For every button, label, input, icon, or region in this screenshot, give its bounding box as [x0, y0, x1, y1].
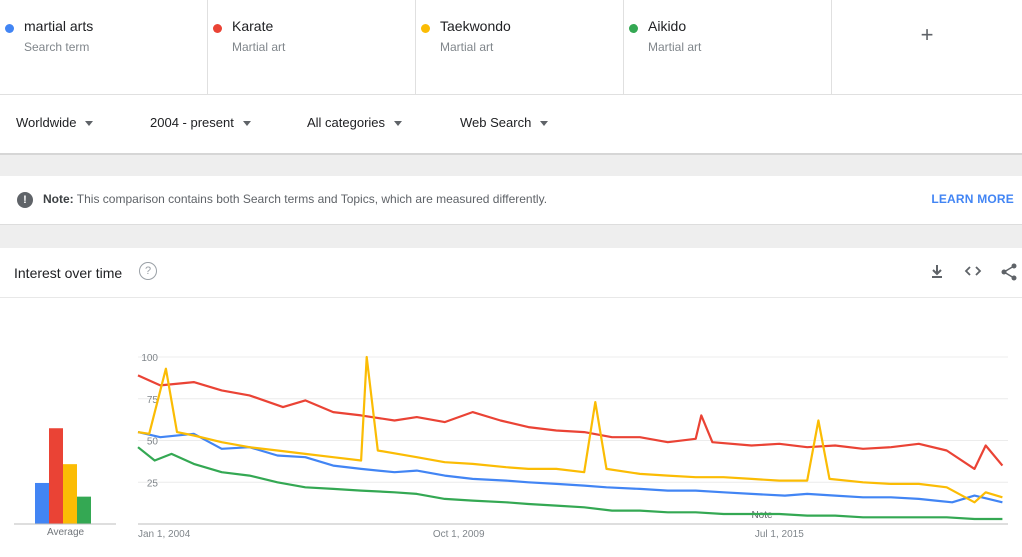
note-marker: Note	[751, 510, 773, 521]
info-icon: !	[17, 192, 33, 208]
series-line-martial-arts	[137, 431, 1003, 504]
caret-down-icon	[540, 121, 549, 127]
term-name: Taekwondo	[440, 18, 511, 34]
search-type-dropdown[interactable]: Web Search	[460, 115, 549, 130]
time-range-dropdown[interactable]: 2004 - present	[150, 115, 251, 130]
term-card-karate[interactable]: Karate Martial art	[208, 0, 416, 94]
filter-bar: Worldwide 2004 - present All categories …	[0, 95, 1022, 155]
y-tick-label: 100	[141, 353, 158, 364]
term-color-dot	[421, 24, 430, 33]
help-icon[interactable]: ?	[139, 262, 157, 280]
time-range-value: 2004 - present	[150, 115, 234, 130]
card-title: Interest over time	[14, 265, 123, 281]
term-kind: Martial art	[232, 40, 286, 54]
series-line-karate	[137, 374, 1004, 470]
average-bar-karate	[49, 428, 63, 524]
note-label: Note:	[43, 192, 74, 206]
average-bar-martial-arts	[35, 482, 49, 524]
caret-down-icon	[394, 121, 403, 127]
x-tick-label: Jul 1, 2015	[755, 529, 804, 540]
download-icon[interactable]	[929, 263, 945, 283]
term-color-dot	[5, 24, 14, 33]
y-tick-label: 50	[147, 437, 159, 448]
plus-icon: +	[920, 22, 934, 47]
search-type-value: Web Search	[460, 115, 532, 130]
category-value: All categories	[307, 115, 386, 130]
term-card-taekwondo[interactable]: Taekwondo Martial art	[416, 0, 624, 94]
term-name: Aikido	[648, 18, 687, 34]
comparison-terms-bar: martial arts Search term Karate Martial …	[0, 0, 1022, 95]
note-banner: ! Note: This comparison contains both Se…	[0, 176, 1022, 225]
embed-icon[interactable]	[963, 263, 983, 283]
term-card-martial-arts[interactable]: martial arts Search term	[0, 0, 208, 94]
series-line-taekwondo	[137, 355, 1003, 504]
interest-chart: 100 75 50 25 Jan 1, 2004 Oct 1, 2009 Jul 1, 20…	[14, 353, 1008, 540]
term-kind: Search term	[24, 40, 90, 54]
x-tick-label: Jan 1, 2004	[138, 529, 191, 540]
term-color-dot	[213, 24, 222, 33]
note-text: Note: This comparison contains both Sear…	[43, 192, 547, 206]
term-kind: Martial art	[648, 40, 702, 54]
term-color-dot	[629, 24, 638, 33]
average-label: Average	[47, 527, 85, 538]
region-dropdown[interactable]: Worldwide	[16, 115, 94, 130]
share-icon[interactable]	[1000, 263, 1018, 285]
category-dropdown[interactable]: All categories	[307, 115, 403, 130]
term-name: martial arts	[24, 18, 94, 34]
term-kind: Martial art	[440, 40, 494, 54]
series-line-aikido	[137, 446, 1003, 521]
y-tick-label: 75	[147, 395, 159, 406]
term-card-aikido[interactable]: Aikido Martial art	[624, 0, 832, 94]
average-bar-taekwondo	[63, 464, 77, 524]
y-tick-label: 25	[147, 478, 159, 489]
term-name: Karate	[232, 18, 274, 34]
add-comparison-button[interactable]: +	[832, 0, 1022, 94]
learn-more-link[interactable]: LEARN MORE	[931, 192, 1014, 206]
x-tick-label: Oct 1, 2009	[433, 529, 485, 540]
caret-down-icon	[242, 121, 251, 127]
note-message: This comparison contains both Search ter…	[76, 192, 548, 206]
average-bar-aikido	[77, 496, 91, 524]
interest-over-time-card: Interest over time ? 100 75 50 25 Jan 1, 200…	[0, 248, 1022, 557]
region-value: Worldwide	[16, 115, 77, 130]
card-divider	[0, 297, 1022, 298]
caret-down-icon	[85, 121, 94, 127]
